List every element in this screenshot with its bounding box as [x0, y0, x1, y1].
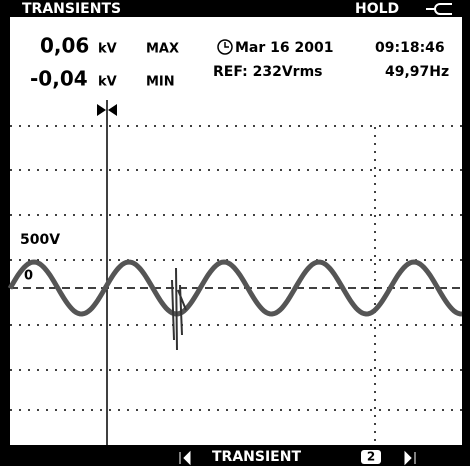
display-area: [10, 17, 462, 445]
hold-status: HOLD: [355, 1, 399, 17]
power-plug-icon: [426, 3, 452, 15]
max-unit: kV: [98, 42, 117, 57]
footer-mode: TRANSIENT: [212, 449, 301, 465]
prev-icon: [179, 450, 191, 466]
min-unit: kV: [98, 75, 117, 90]
cursor-arrows: [97, 104, 117, 116]
grid: [10, 125, 462, 411]
min-label: MIN: [146, 75, 175, 90]
frequency: 49,97Hz: [385, 64, 449, 80]
next-icon: [404, 450, 416, 466]
clock-hands: [224, 42, 229, 48]
date: Mar 16 2001: [235, 40, 333, 56]
clock-icon: [217, 39, 233, 55]
reference: REF: 232Vrms: [213, 64, 323, 80]
time: 09:18:46: [375, 40, 445, 56]
footer-page: 2: [367, 450, 375, 464]
level-label: 500V: [20, 232, 60, 248]
min-value: -0,04: [30, 67, 88, 91]
waveform: [7, 259, 463, 317]
max-value: 0,06: [40, 34, 89, 58]
max-label: MAX: [146, 42, 179, 57]
page-box: [361, 450, 381, 464]
transient-spike: [171, 267, 187, 351]
screen-title: TRANSIENTS: [22, 1, 121, 17]
zero-label: 0: [24, 269, 33, 284]
